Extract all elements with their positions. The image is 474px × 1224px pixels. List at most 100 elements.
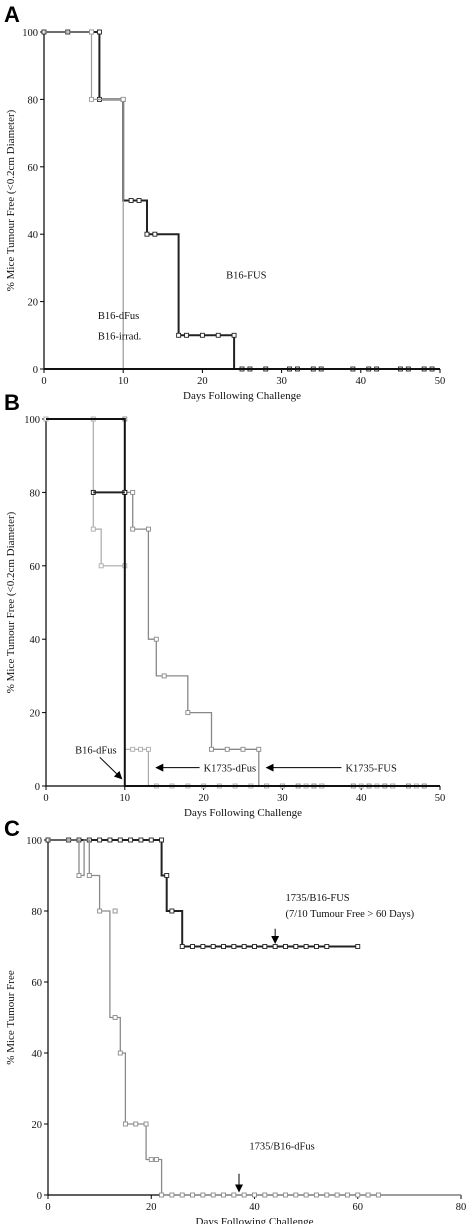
x-tick-label: 40 bbox=[249, 1202, 260, 1213]
y-tick-label: 60 bbox=[28, 163, 39, 174]
data-point bbox=[262, 1192, 268, 1198]
y-tick-label: 0 bbox=[35, 782, 40, 793]
annotation-label: B16-dFus bbox=[98, 311, 139, 322]
data-point bbox=[138, 746, 144, 752]
data-point bbox=[144, 231, 150, 237]
y-tick-label: 100 bbox=[26, 836, 42, 847]
series-0 bbox=[46, 416, 440, 789]
data-point bbox=[231, 944, 237, 949]
y-tick-label: 40 bbox=[28, 230, 39, 241]
data-point bbox=[355, 1192, 361, 1198]
survival-step-line bbox=[48, 839, 358, 948]
data-point bbox=[303, 1192, 309, 1198]
panel-letter: A bbox=[4, 2, 20, 27]
y-tick-label: 40 bbox=[32, 1049, 43, 1060]
annotation-label: 1735/B16-dFus bbox=[249, 1141, 314, 1152]
data-point bbox=[107, 837, 113, 843]
data-point bbox=[148, 837, 154, 843]
y-tick-label: 0 bbox=[37, 1191, 42, 1202]
data-point bbox=[164, 873, 170, 878]
survival-step-line bbox=[46, 418, 440, 787]
data-point bbox=[179, 944, 185, 949]
data-point bbox=[199, 332, 205, 338]
data-point bbox=[117, 837, 123, 843]
data-point bbox=[324, 944, 330, 949]
data-point bbox=[365, 1192, 371, 1198]
data-point bbox=[130, 746, 136, 752]
data-point bbox=[90, 526, 96, 532]
y-tick-label: 60 bbox=[30, 562, 41, 573]
data-point bbox=[231, 1192, 237, 1198]
data-point bbox=[145, 746, 151, 752]
data-point bbox=[344, 1192, 350, 1198]
y-tick-label: 100 bbox=[24, 415, 40, 426]
data-point bbox=[176, 332, 182, 338]
data-point bbox=[210, 1192, 216, 1198]
data-point bbox=[240, 746, 246, 752]
data-point bbox=[252, 944, 257, 949]
data-point bbox=[314, 944, 319, 949]
data-point bbox=[334, 1192, 340, 1198]
data-point bbox=[148, 1157, 154, 1162]
y-axis-label: % Mice Tumour Free (<0.2cm Diameter) bbox=[5, 109, 17, 291]
data-point bbox=[303, 944, 309, 949]
annotation-label: B16-dFus bbox=[75, 745, 116, 756]
series-1 bbox=[43, 416, 440, 789]
data-point bbox=[98, 563, 104, 569]
data-point bbox=[215, 332, 221, 338]
data-point bbox=[130, 526, 136, 532]
y-tick-label: 20 bbox=[28, 298, 39, 309]
y-tick-label: 40 bbox=[30, 635, 41, 646]
x-tick-label: 30 bbox=[276, 376, 287, 387]
x-tick-label: 0 bbox=[41, 376, 46, 387]
data-point bbox=[241, 1192, 247, 1198]
annotation-label: K1735-dFus bbox=[204, 764, 257, 775]
y-tick-label: 80 bbox=[30, 488, 41, 499]
data-point bbox=[221, 944, 226, 949]
data-point bbox=[143, 1121, 149, 1127]
x-tick-label: 80 bbox=[456, 1202, 467, 1213]
data-point bbox=[324, 1192, 330, 1198]
data-point bbox=[200, 944, 206, 949]
data-point bbox=[314, 1192, 319, 1198]
data-point bbox=[136, 198, 142, 203]
data-point bbox=[256, 746, 262, 752]
data-point bbox=[221, 1192, 226, 1198]
survival-step-line bbox=[46, 418, 440, 787]
annotation-label: K1735-FUS bbox=[345, 764, 397, 775]
data-point bbox=[283, 1192, 288, 1198]
data-point bbox=[252, 1192, 257, 1198]
data-point bbox=[96, 29, 102, 35]
data-point bbox=[375, 1192, 381, 1198]
data-point bbox=[152, 231, 158, 237]
data-point bbox=[293, 1192, 299, 1198]
x-tick-label: 40 bbox=[356, 793, 367, 804]
data-point bbox=[153, 1157, 159, 1162]
data-point bbox=[200, 1192, 206, 1198]
series-2 bbox=[46, 418, 440, 787]
x-axis-label: Days Following Challenge bbox=[196, 1216, 314, 1224]
data-point bbox=[76, 873, 82, 878]
y-tick-label: 60 bbox=[32, 978, 43, 989]
data-point bbox=[224, 746, 230, 752]
survival-step-line bbox=[46, 418, 440, 787]
data-point bbox=[112, 908, 118, 914]
x-tick-label: 0 bbox=[43, 793, 48, 804]
data-point bbox=[97, 908, 103, 914]
annotation-arrow bbox=[99, 756, 123, 780]
data-point bbox=[179, 1192, 185, 1198]
y-tick-label: 100 bbox=[22, 28, 38, 39]
data-point bbox=[153, 636, 159, 642]
data-point bbox=[161, 673, 167, 679]
data-point bbox=[145, 526, 151, 532]
survival-step-line bbox=[48, 839, 461, 1196]
data-point bbox=[159, 1192, 165, 1198]
annotation-label: B16-FUS bbox=[226, 271, 266, 282]
y-axis-label: % Mice Tumour Free bbox=[5, 970, 17, 1065]
x-tick-label: 10 bbox=[118, 376, 129, 387]
annotation-label: B16-irrad. bbox=[98, 331, 141, 342]
data-point bbox=[133, 1121, 139, 1127]
data-point bbox=[169, 1192, 175, 1198]
data-point bbox=[138, 837, 144, 843]
